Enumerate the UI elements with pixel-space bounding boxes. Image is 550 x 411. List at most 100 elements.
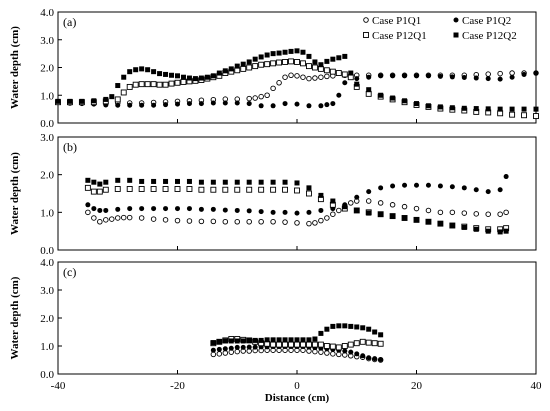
data-point [473,75,479,81]
data-point [497,106,503,112]
legend-label: Case P1Q2 [462,15,511,27]
data-point [461,105,467,111]
data-point [145,67,151,73]
data-point [378,73,384,79]
data-point [318,207,324,213]
data-point [521,106,527,112]
data-point [354,81,360,87]
data-point [329,68,336,75]
data-point [186,218,193,224]
data-point [151,206,157,212]
y-axis-title: Water depth (cm) [9,152,21,235]
data-point [115,83,121,89]
data-point [414,217,419,223]
data-point [330,351,336,357]
plot-frame [57,261,537,375]
data-point [324,73,330,80]
data-point [84,184,91,191]
data-point [210,340,216,346]
data-point [414,101,419,107]
data-point [210,351,217,358]
data-point [497,187,503,193]
data-point [198,218,205,225]
x-tick-label: 0 [294,380,300,392]
data-point [342,348,348,354]
data-point [354,324,360,330]
data-point [79,98,85,104]
data-point [222,186,229,193]
data-point [521,71,527,77]
data-point [222,346,228,352]
data-point [485,71,491,77]
data-point [503,209,509,216]
data-point [300,49,306,55]
data-point [282,341,288,348]
data-point [282,219,288,225]
data-point [342,204,348,210]
data-point [162,81,169,88]
data-point [437,73,443,79]
data-point [282,179,288,185]
data-point [90,188,97,195]
data-point [246,59,252,65]
data-point [240,338,246,344]
y-tick-label: 2.0 [40,170,54,182]
data-point [414,182,419,188]
data-point [294,337,300,343]
data-point [354,194,360,200]
data-point [497,70,503,77]
data-point [348,349,354,355]
data-point [132,81,139,88]
data-point [228,66,234,72]
data-point [150,216,157,222]
y-tick-label: 1.0 [40,90,54,102]
legend: Case P1Q1 Case P1Q2 Case P12Q1 Case P12Q2 [363,15,517,42]
data-point [228,338,234,344]
data-point [175,178,180,184]
data-point [258,54,264,60]
data-point [198,101,204,107]
data-point [437,221,443,227]
data-point [270,209,276,215]
data-point [306,209,312,215]
data-point [228,345,234,351]
data-point [240,65,247,72]
data-point [360,325,366,331]
data-point [461,210,468,216]
data-point [294,187,300,194]
data-point [246,208,252,214]
legend-label: Case P12Q2 [462,30,517,42]
data-point [174,186,181,192]
data-point [168,80,175,87]
data-point [258,179,264,185]
data-point [163,206,169,212]
data-point [282,74,288,80]
data-point [312,75,318,81]
data-point [473,187,479,193]
data-point [312,220,318,226]
data-point [311,64,318,71]
panel-1: 0.0 1.0 2.0 3.0 4.0 (a) Water depth (cm) Case P… [9,7,539,130]
data-point [234,344,240,350]
data-point [246,179,252,185]
data-point [270,103,276,109]
data-point [288,341,294,348]
data-point [91,215,97,221]
data-point [162,186,169,192]
data-point [222,207,228,213]
data-point [126,214,133,221]
data-point [210,347,216,353]
data-point [282,186,288,193]
data-point [162,217,169,223]
data-point [276,337,282,343]
data-point [318,330,324,336]
data-point [366,210,372,216]
data-point [127,102,133,108]
data-point [186,178,192,184]
y-tick-label: 3.0 [40,35,54,47]
data-point [282,337,288,343]
data-point [348,323,354,329]
data-point [252,63,259,70]
data-point [276,59,283,66]
data-point [91,206,97,212]
